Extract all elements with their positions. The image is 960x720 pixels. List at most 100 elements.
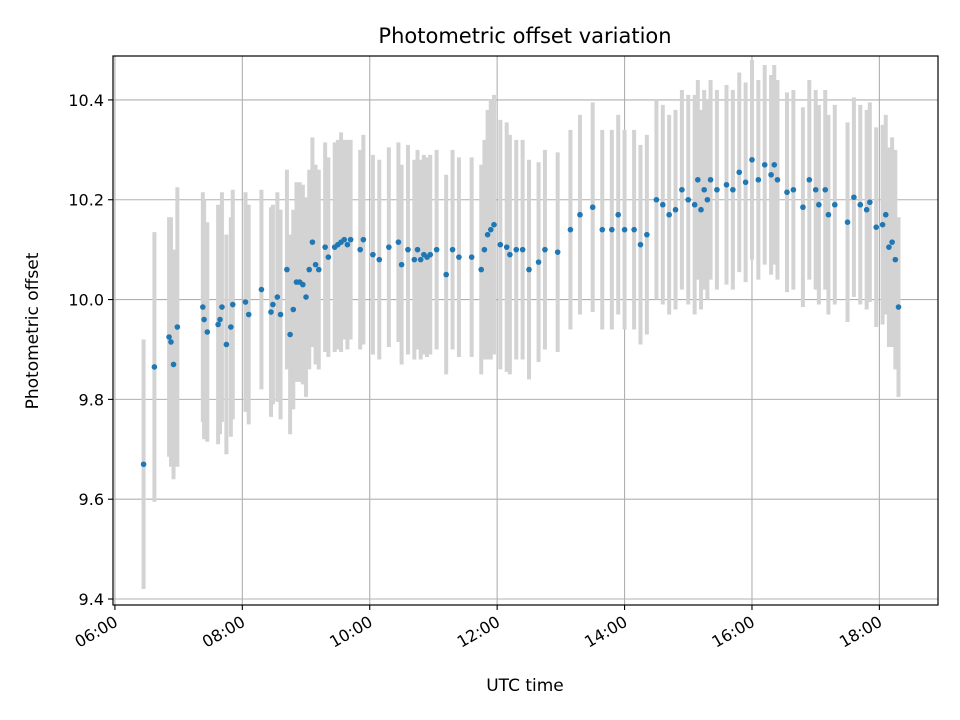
data-point: [303, 294, 309, 300]
data-point: [322, 244, 328, 250]
data-point: [873, 224, 880, 230]
data-point: [287, 331, 293, 338]
data-point: [478, 266, 485, 273]
data-point: [449, 246, 456, 253]
data-point: [277, 311, 284, 318]
data-point: [347, 236, 354, 243]
data-point: [691, 201, 698, 208]
data-point: [315, 266, 322, 273]
data-point: [659, 201, 666, 208]
data-point: [698, 206, 704, 213]
data-point: [268, 309, 274, 315]
data-point: [229, 301, 236, 308]
data-point: [370, 251, 376, 258]
data-point: [344, 241, 351, 248]
data-point: [704, 196, 711, 203]
grid: [113, 56, 938, 605]
data-point: [274, 294, 281, 300]
data-point: [417, 256, 424, 263]
data-point: [405, 246, 411, 253]
data-point: [360, 236, 367, 243]
data-point: [411, 256, 418, 263]
data-point: [481, 246, 488, 253]
data-point: [284, 266, 290, 273]
data-point: [468, 254, 475, 260]
data-point: [242, 299, 249, 305]
data-point: [513, 246, 520, 253]
data-point: [867, 199, 873, 206]
data-point: [831, 201, 838, 208]
y-tick-label: 10.4: [68, 91, 104, 110]
data-point: [309, 239, 316, 245]
data-point: [755, 176, 762, 183]
data-point: [822, 186, 829, 193]
data-point: [170, 361, 177, 368]
data-point: [851, 194, 857, 201]
data-point: [201, 316, 207, 323]
data-point: [653, 196, 660, 203]
data-point: [666, 211, 672, 218]
data-point: [542, 246, 548, 253]
data-point: [526, 266, 532, 273]
data-point: [306, 266, 313, 273]
data-point: [672, 206, 679, 213]
data-point: [443, 271, 449, 278]
data-point: [567, 226, 574, 233]
data-point: [258, 286, 265, 293]
data-point: [577, 211, 583, 218]
plot-frame: [112, 55, 939, 606]
data-point: [290, 306, 297, 313]
y-tick-label: 10.2: [68, 191, 104, 210]
data-point: [507, 251, 513, 258]
data-point: [879, 221, 886, 228]
data-point: [761, 162, 768, 168]
data-point: [174, 324, 181, 330]
data-point: [615, 211, 621, 218]
data-point: [168, 339, 174, 345]
data-point: [771, 162, 778, 168]
data-point: [768, 171, 774, 178]
data-point: [714, 186, 720, 193]
y-tick-label: 9.8: [79, 390, 104, 409]
data-point: [892, 256, 899, 263]
data-point: [245, 311, 252, 318]
data-point: [204, 329, 211, 335]
data-point: [217, 316, 223, 323]
data-point: [487, 226, 494, 233]
data-point: [589, 204, 596, 211]
data-points: [140, 157, 902, 468]
data-point: [398, 261, 405, 268]
data-point: [599, 226, 606, 233]
data-point: [730, 186, 736, 193]
y-axis: 9.4 9.6 9.8 10.0 10.2 10.4: [68, 91, 113, 609]
data-point: [554, 249, 561, 255]
data-point: [519, 246, 526, 253]
data-point: [644, 231, 650, 238]
data-point: [736, 169, 743, 176]
data-point: [376, 256, 383, 263]
data-point: [685, 196, 692, 203]
data-point: [325, 254, 332, 260]
data-point: [140, 461, 147, 468]
x-axis-label: UTC time: [486, 676, 564, 696]
data-point: [219, 304, 225, 310]
data-point: [886, 244, 892, 250]
data-point: [882, 211, 889, 218]
data-point: [707, 176, 714, 183]
y-tick-label: 9.6: [79, 490, 104, 509]
data-point: [749, 157, 755, 163]
data-point: [637, 241, 644, 248]
data-point: [228, 324, 234, 330]
data-point: [414, 246, 421, 253]
data-point: [223, 341, 230, 348]
data-point: [491, 221, 497, 228]
data-point: [889, 239, 895, 245]
data-point: [433, 246, 440, 253]
data-point: [270, 301, 276, 308]
data-point: [742, 179, 749, 186]
data-point: [200, 304, 206, 310]
data-point: [812, 186, 819, 193]
chart-title: Photometric offset variation: [378, 24, 671, 48]
data-point: [535, 259, 542, 265]
